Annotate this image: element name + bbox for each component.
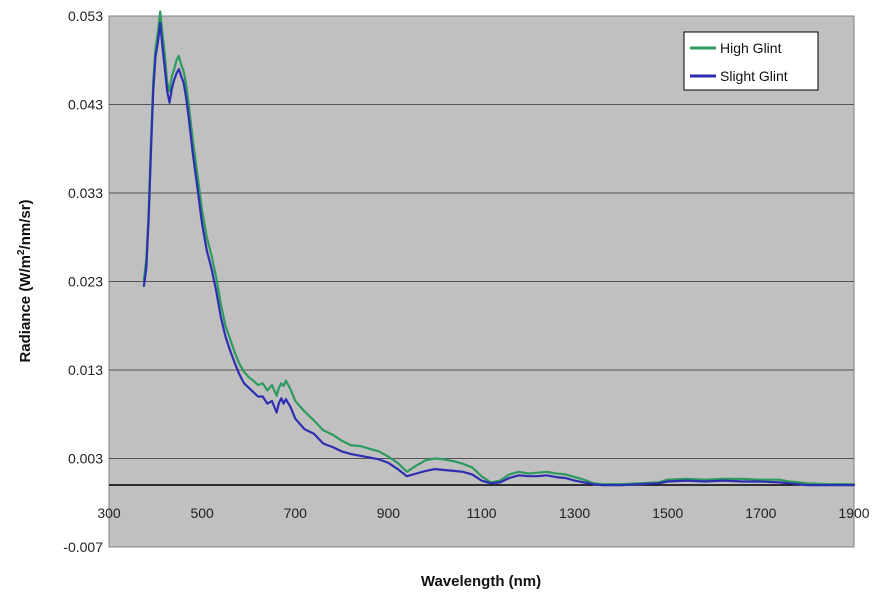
x-axis-tick-labels: 300 500 700 900 1100 1300 1500 1700 1900 [97, 505, 869, 521]
x-tick-label: 1300 [559, 505, 590, 521]
y-tick-label: 0.033 [68, 185, 103, 201]
x-tick-label: 300 [97, 505, 121, 521]
legend-label-slight-glint: Slight Glint [720, 68, 788, 84]
legend: High Glint Slight Glint [683, 31, 819, 91]
legend-label-high-glint: High Glint [720, 40, 782, 56]
y-axis-title-sup: 2 [16, 249, 27, 255]
x-tick-label: 500 [190, 505, 214, 521]
series-layer [142, 10, 856, 487]
y-tick-label: 0.043 [68, 97, 103, 113]
series-line-slight-glint [142, 22, 856, 487]
y-tick-label: 0.003 [68, 451, 103, 467]
legend-box [683, 31, 819, 91]
y-axis-title-rest: /nm/sr) [17, 199, 34, 249]
x-tick-label: 1100 [466, 505, 496, 521]
x-axis-title: Wavelength (nm) [421, 573, 541, 590]
y-tick-label: 0.023 [68, 274, 103, 290]
x-tick-label: 900 [377, 505, 401, 521]
y-axis-title: Radiance (W/m2/nm/sr) [16, 199, 34, 362]
x-tick-label: 1500 [652, 505, 683, 521]
gridlines [109, 104, 854, 459]
y-axis-tick-labels: -0.007 0.003 0.013 0.023 0.033 0.043 0.053 [63, 8, 103, 555]
y-tick-label: 0.053 [68, 8, 103, 24]
x-tick-label: 1900 [838, 505, 869, 521]
x-tick-label: 700 [284, 505, 308, 521]
y-tick-label: -0.007 [63, 539, 103, 555]
y-axis-title-main: Radiance (W/m [17, 255, 34, 363]
y-tick-label: 0.013 [68, 362, 103, 378]
x-tick-label: 1700 [745, 505, 776, 521]
